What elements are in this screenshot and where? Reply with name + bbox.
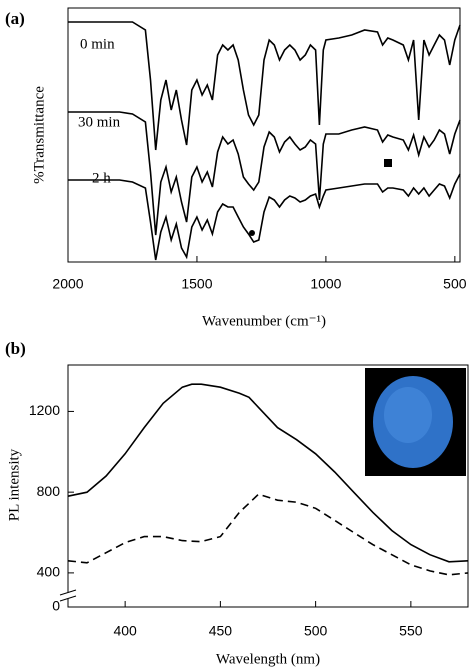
axis-break	[59, 595, 77, 602]
series-label: 2 h	[92, 170, 111, 186]
line-series	[68, 21, 461, 151]
line-series	[67, 493, 469, 576]
y-tick-label: 800	[37, 483, 61, 499]
y-tick-label: 400	[37, 564, 61, 580]
x-tick-label: 500	[443, 276, 467, 292]
y-tick-label: 0	[52, 598, 60, 614]
inset-glow-core	[384, 387, 432, 443]
x-tick-label: 2000	[52, 276, 83, 292]
x-axis-title: Wavenumber (cm⁻¹)	[202, 313, 326, 329]
line-series	[68, 173, 461, 261]
x-tick-label: 450	[209, 623, 233, 639]
panel-label: (b)	[5, 339, 26, 358]
panel-label: (a)	[5, 9, 25, 28]
y-tick-label: 1200	[29, 402, 60, 418]
line-series	[67, 383, 469, 563]
series-label: 30 min	[78, 114, 121, 130]
x-tick-label: 500	[304, 623, 328, 639]
line-series	[68, 111, 461, 236]
plot-frame	[67, 7, 461, 263]
square-marker	[384, 159, 392, 167]
x-tick-label: 1500	[181, 276, 212, 292]
y-axis-title: %Transmittance	[31, 86, 47, 184]
series-label: 0 min	[80, 36, 115, 52]
x-axis-title: Wavelength (nm)	[216, 651, 320, 667]
x-tick-label: 550	[399, 623, 423, 639]
x-tick-label: 400	[113, 623, 137, 639]
axis-break-gap	[60, 593, 76, 599]
axis-break	[59, 589, 77, 596]
y-axis-title: PL intensity	[6, 448, 22, 521]
plot-frame	[67, 364, 469, 608]
dot-marker	[249, 230, 255, 236]
x-tick-label: 1000	[310, 276, 341, 292]
